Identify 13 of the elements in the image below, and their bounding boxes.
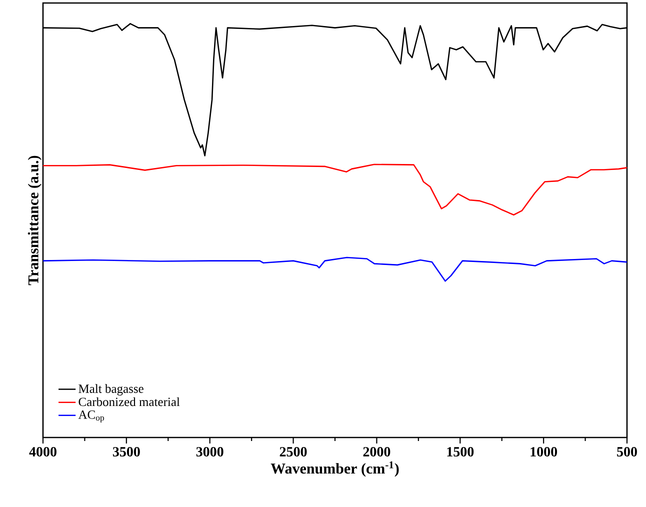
x-tick-label: 1500 — [447, 447, 474, 456]
x-tick-label: 500 — [617, 447, 637, 456]
x-tick-label: 3000 — [196, 447, 224, 456]
x-tick-label: 3500 — [112, 447, 140, 456]
x-axis-title: Wavenumber (cm$^{-1}$) — [270, 461, 399, 477]
x-tick-label: 4000 — [29, 447, 56, 456]
legend-label: Malt bagasse — [78, 384, 144, 396]
legend-label: Carbonized material — [78, 397, 180, 406]
x-tick-label: 2000 — [363, 447, 390, 456]
legend-label: AC$_{op}$ — [78, 410, 104, 422]
y-axis-title: Transmittance (a.u.) — [28, 156, 42, 286]
x-tick-label: 2500 — [280, 447, 307, 456]
x-tick-label: 1000 — [530, 447, 558, 456]
